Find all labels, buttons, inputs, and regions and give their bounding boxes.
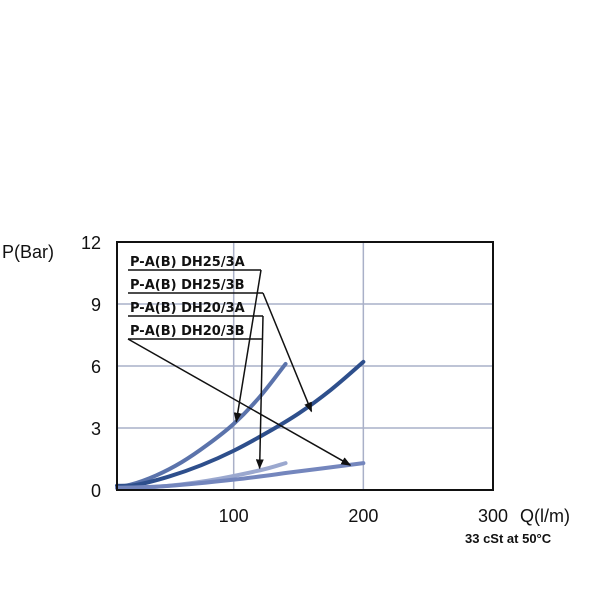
y-tick-label: 12	[81, 233, 101, 253]
legend-arrow-4	[127, 338, 352, 466]
legend-arrow-1	[233, 269, 262, 423]
x-axis-title: Q(l/m)	[520, 506, 570, 526]
chart-grid	[117, 242, 493, 490]
legend-label-2: P-A(B) DH25/3B	[130, 278, 245, 293]
x-tick-label: 200	[348, 506, 378, 526]
chart-series	[115, 359, 366, 490]
y-tick-label: 9	[91, 295, 101, 315]
plot-frame	[116, 241, 494, 491]
legend-arrow-2	[262, 292, 313, 413]
y-axis-title: P(Bar)	[2, 242, 54, 262]
y-tick-label: 3	[91, 419, 101, 439]
x-axis-ticks: 100 200 300	[219, 506, 508, 526]
legend-label-4: P-A(B) DH20/3B	[130, 324, 245, 339]
legend: P-A(B) DH25/3A P-A(B) DH25/3B P-A(B) DH20/…	[127, 255, 352, 470]
x-tick-label: 300	[478, 506, 508, 526]
legend-label-1: P-A(B) DH25/3A	[130, 255, 245, 270]
series-line-2	[115, 359, 366, 488]
x-tick-label: 100	[219, 506, 249, 526]
y-tick-label: 6	[91, 357, 101, 377]
y-axis-ticks: 0 3 6 9 12	[81, 233, 101, 501]
y-tick-label: 0	[91, 481, 101, 501]
series-line-4	[115, 461, 366, 490]
legend-label-3: P-A(B) DH20/3A	[130, 301, 245, 316]
legend-arrow-3	[255, 315, 264, 470]
viscosity-note: 33 cSt at 50°C	[465, 531, 552, 546]
